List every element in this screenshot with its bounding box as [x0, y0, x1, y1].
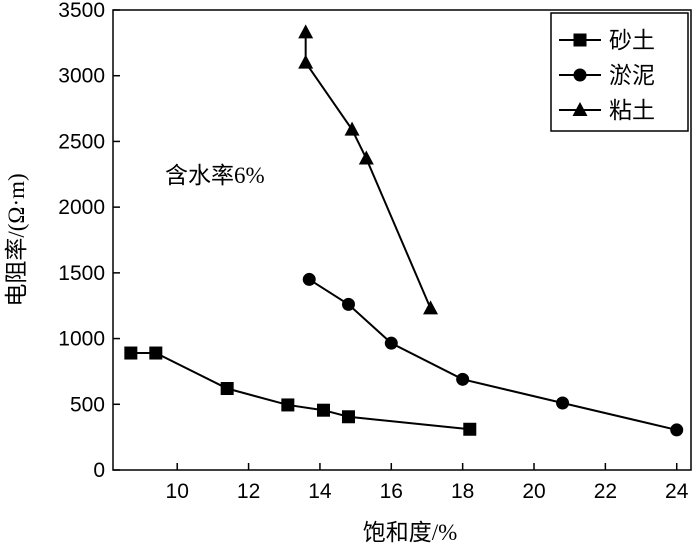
y-tick-label: 2000 — [58, 196, 105, 219]
y-tick-label: 1500 — [58, 262, 105, 285]
series-triangle — [298, 24, 439, 315]
data-point — [298, 54, 314, 69]
x-tick-label: 14 — [308, 480, 332, 503]
legend-label: 砂土 — [609, 28, 655, 53]
series-circle — [302, 272, 684, 437]
data-point — [341, 410, 355, 424]
data-point — [384, 336, 398, 350]
series-line — [304, 32, 432, 309]
legend-label: 粘土 — [609, 98, 655, 123]
plot-frame — [112, 9, 692, 471]
series-layer — [124, 24, 684, 437]
x-axis: 10 12 14 16 18 20 22 24 — [166, 463, 689, 503]
legend-marker — [573, 33, 587, 47]
series-line — [130, 352, 470, 431]
series-line — [308, 278, 677, 431]
x-axis-label: 饱和度/% — [363, 520, 458, 545]
legend-item: 粘土 — [559, 98, 655, 123]
x-tick-label: 22 — [594, 480, 617, 503]
y-axis-label: 电阻率/(Ω·m) — [4, 173, 29, 306]
data-point — [302, 272, 316, 286]
legend-item: 砂土 — [559, 28, 655, 53]
data-point — [124, 346, 138, 360]
data-point — [298, 24, 314, 39]
data-point — [456, 372, 470, 386]
data-point — [670, 423, 684, 437]
x-tick-label: 20 — [522, 480, 545, 503]
data-point — [220, 382, 234, 396]
y-tick-label: 1000 — [58, 328, 105, 351]
data-point — [423, 300, 439, 315]
data-point — [317, 403, 331, 417]
data-point — [463, 422, 477, 436]
legend-marker — [572, 102, 588, 116]
x-tick-label: 24 — [665, 480, 689, 503]
y-axis: 0 500 1000 1500 2000 2500 3000 3500 — [58, 0, 120, 482]
y-tick-label: 3500 — [58, 0, 105, 22]
data-point — [344, 121, 360, 136]
data-point — [281, 398, 295, 412]
series-square — [124, 346, 477, 436]
y-tick-label: 0 — [93, 459, 105, 482]
legend-marker — [573, 68, 587, 82]
x-tick-label: 10 — [166, 480, 189, 503]
legend-box — [550, 12, 689, 132]
x-tick-label: 12 — [237, 480, 260, 503]
x-tick-label: 18 — [451, 480, 474, 503]
data-point — [149, 346, 163, 360]
data-point — [358, 150, 374, 165]
x-tick-label: 16 — [380, 480, 403, 503]
y-tick-label: 500 — [70, 393, 105, 416]
legend-label: 淤泥 — [609, 63, 655, 88]
annotation-text: 含水率6% — [165, 163, 265, 188]
y-tick-label: 3000 — [58, 65, 105, 88]
legend-item: 淤泥 — [559, 63, 655, 88]
y-tick-label: 2500 — [58, 130, 105, 153]
data-point — [556, 396, 570, 410]
data-point — [341, 297, 355, 311]
